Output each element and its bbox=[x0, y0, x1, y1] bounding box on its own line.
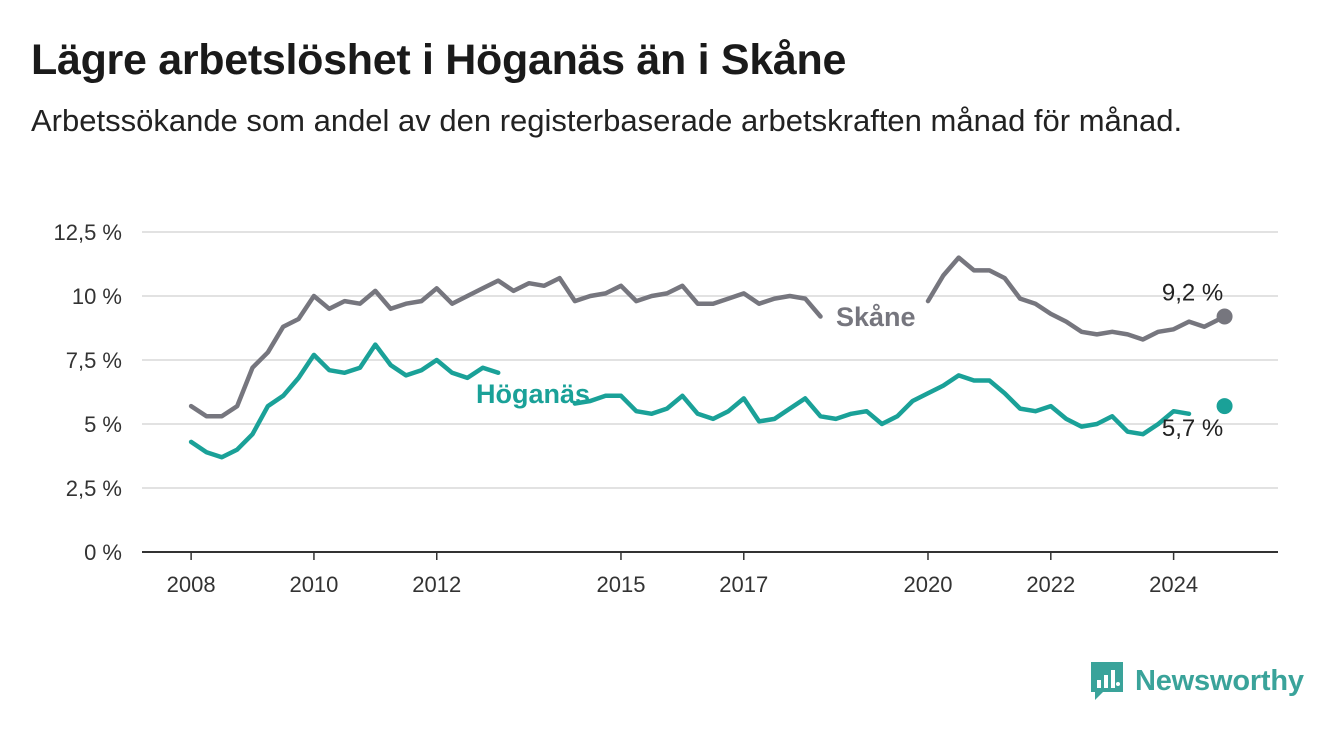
y-axis-ticks: 0 % 2,5 % 5 % 7,5 % 10 % 12,5 % bbox=[54, 220, 123, 565]
x-tick-label: 2008 bbox=[167, 572, 216, 597]
series-end-point bbox=[1216, 398, 1233, 415]
x-tick-label: 2010 bbox=[289, 572, 338, 597]
series-end-label: 5,7 % bbox=[1162, 415, 1223, 442]
series-labels: 9,2 % 5,7 % Skåne Höganäs bbox=[476, 279, 1223, 442]
page-title: Lägre arbetslöshet i Höganäs än i Skåne bbox=[31, 36, 847, 84]
x-tick-label: 2022 bbox=[1026, 572, 1075, 597]
x-tick-label: 2024 bbox=[1149, 572, 1198, 597]
x-tick-label: 2020 bbox=[904, 572, 953, 597]
x-axis-ticks: 2008 2010 2012 2015 2017 2020 2022 2024 bbox=[167, 552, 1198, 597]
y-tick-label: 7,5 % bbox=[66, 348, 122, 373]
series-line-skåne bbox=[188, 255, 1227, 419]
brand-name: Newsworthy bbox=[1135, 664, 1304, 697]
x-tick-label: 2017 bbox=[719, 572, 768, 597]
series-end-label: 9,2 % bbox=[1162, 279, 1223, 306]
y-tick-label: 0 % bbox=[84, 540, 122, 565]
newsworthy-logo-icon bbox=[1091, 662, 1123, 700]
newsworthy-brand: Newsworthy bbox=[1089, 660, 1304, 702]
page-subtitle: Arbetssökande som andel av den registerb… bbox=[31, 103, 1183, 138]
series-line-höganäs bbox=[188, 342, 1227, 460]
x-tick-label: 2012 bbox=[412, 572, 461, 597]
series-lines bbox=[188, 255, 1233, 460]
series-label-hoganas: Höganäs bbox=[476, 379, 590, 409]
series-end-point bbox=[1216, 308, 1233, 325]
y-tick-label: 12,5 % bbox=[54, 220, 123, 245]
y-tick-label: 10 % bbox=[72, 284, 122, 309]
series-label-skane: Skåne bbox=[836, 302, 916, 332]
x-tick-label: 2015 bbox=[596, 572, 645, 597]
y-tick-label: 5 % bbox=[84, 412, 122, 437]
gridlines bbox=[142, 231, 1278, 553]
y-tick-label: 2,5 % bbox=[66, 476, 122, 501]
